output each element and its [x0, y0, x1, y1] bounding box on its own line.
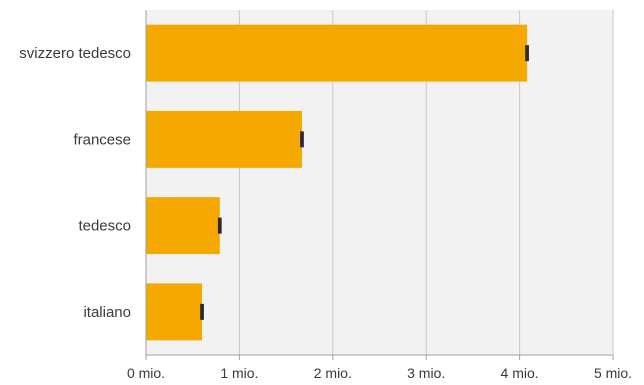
error-bar	[200, 303, 204, 320]
bar	[146, 283, 203, 341]
bars	[146, 24, 528, 341]
x-tick-label: 4 mio.	[501, 365, 539, 381]
error-bar	[300, 131, 304, 148]
x-tick-label: 3 mio.	[407, 365, 445, 381]
x-tick-label: 1 mio.	[220, 365, 258, 381]
bar	[146, 24, 528, 82]
x-tick-label: 5 mio.	[594, 365, 632, 381]
category-label: tedesco	[78, 218, 131, 235]
bar	[146, 110, 302, 168]
category-labels: svizzero tedesco francese tedesco italiano	[19, 45, 131, 321]
error-bar	[525, 45, 529, 62]
x-axis: 0 mio. 1 mio. 2 mio. 3 mio. 4 mio. 5 mio.	[127, 10, 632, 381]
bar	[146, 197, 220, 255]
x-tick-label: 2 mio.	[314, 365, 352, 381]
error-bars	[200, 45, 529, 320]
category-label: francese	[73, 131, 131, 148]
category-label: svizzero tedesco	[19, 45, 131, 62]
error-bar	[217, 217, 222, 234]
category-label: italiano	[83, 304, 131, 321]
x-tick-label: 0 mio.	[127, 365, 165, 381]
